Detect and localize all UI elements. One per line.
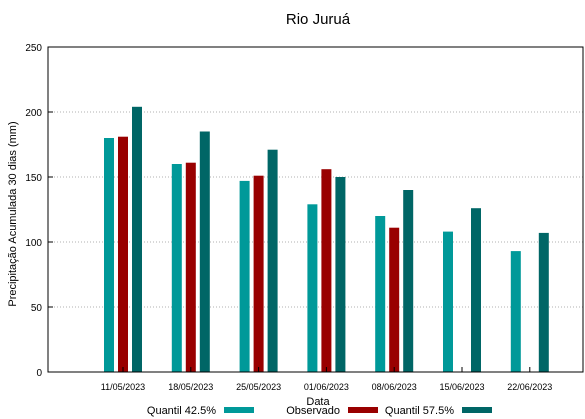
plot-frame xyxy=(47,46,584,373)
legend-label: Quantil 57.5% xyxy=(385,405,454,417)
bar xyxy=(403,190,414,372)
bar xyxy=(321,169,332,372)
legend: Quantil 42.5% Observado Quantil 57.5% xyxy=(147,405,492,417)
bar xyxy=(199,131,210,372)
x-tick-label: 08/06/2023 xyxy=(372,382,417,392)
bar xyxy=(185,162,196,372)
y-tick-label: 250 xyxy=(25,43,42,54)
x-tick-label: 25/05/2023 xyxy=(236,382,281,392)
bar xyxy=(335,177,346,372)
x-axis-ticks: 11/05/2023 18/05/2023 25/05/2023 01/06/2023… xyxy=(101,367,552,392)
bar xyxy=(538,232,549,372)
y-tick-label: 200 xyxy=(25,108,42,119)
x-axis-label: Data xyxy=(306,396,330,408)
bar xyxy=(171,164,182,372)
y-tick-label: 0 xyxy=(36,368,42,379)
y-axis-label: Precipitação Acumulada 30 dias (mm) xyxy=(7,121,19,306)
bar xyxy=(510,251,521,372)
legend-swatch xyxy=(348,407,378,413)
bar xyxy=(132,106,142,373)
legend-swatch xyxy=(462,407,492,413)
bar xyxy=(471,208,481,372)
bar xyxy=(267,149,278,372)
bars xyxy=(104,106,549,373)
x-tick-label: 01/06/2023 xyxy=(304,382,349,392)
y-tick-label: 100 xyxy=(25,238,42,249)
legend-label: Quantil 42.5% xyxy=(147,405,216,417)
bar xyxy=(389,227,400,372)
bar xyxy=(104,138,114,372)
y-axis-ticks: 0 50 100 150 200 250 xyxy=(25,43,53,379)
bar xyxy=(118,136,128,372)
x-tick-label: 11/05/2023 xyxy=(101,382,145,392)
bar xyxy=(239,180,250,372)
x-tick-label: 18/05/2023 xyxy=(168,382,213,392)
y-tick-label: 50 xyxy=(31,303,43,314)
x-tick-label: 22/06/2023 xyxy=(507,382,552,392)
y-tick-label: 150 xyxy=(25,173,42,184)
bar xyxy=(375,216,386,372)
x-tick-label: 15/06/2023 xyxy=(439,382,484,392)
bar xyxy=(307,204,318,372)
legend-swatch xyxy=(224,407,254,413)
chart-title: Rio Juruá xyxy=(286,11,351,28)
legend-label: Observado xyxy=(286,405,340,417)
bar xyxy=(443,231,453,372)
bar xyxy=(253,175,264,372)
